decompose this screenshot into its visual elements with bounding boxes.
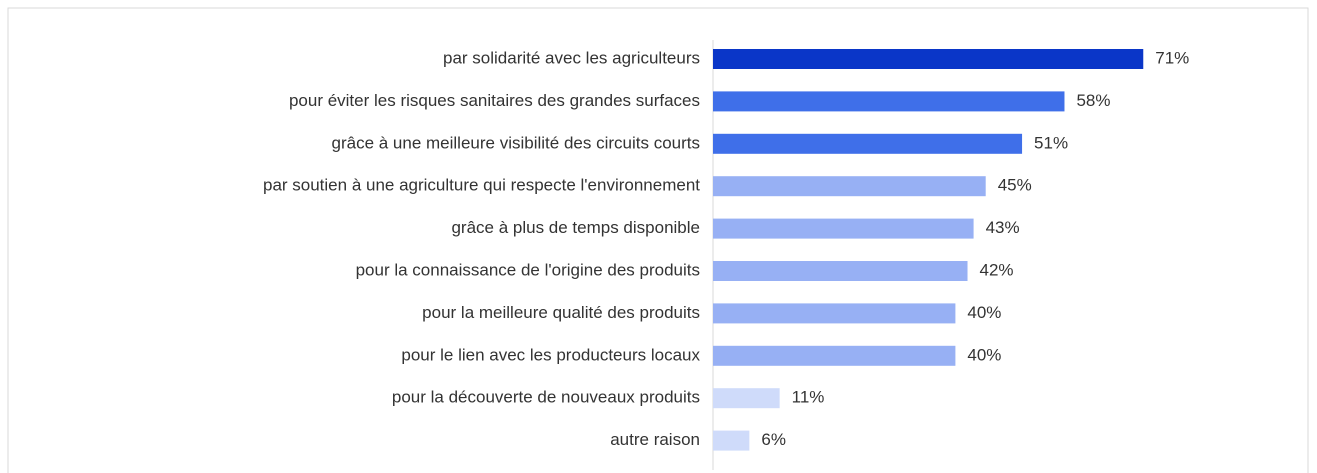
value-label: 51% (1034, 133, 1068, 152)
bar (713, 261, 968, 281)
value-label: 11% (792, 388, 825, 407)
category-label: pour la meilleure qualité des produits (422, 303, 700, 322)
value-label: 42% (980, 260, 1014, 279)
value-label: 6% (761, 430, 786, 449)
bar (713, 176, 986, 197)
value-label: 58% (1076, 91, 1110, 110)
category-label: grâce à plus de temps disponible (451, 218, 700, 237)
category-label: par solidarité avec les agriculteurs (443, 48, 700, 67)
category-label: pour le lien avec les producteurs locaux (401, 345, 700, 364)
category-label: autre raison (610, 430, 700, 449)
value-label: 71% (1155, 48, 1189, 67)
bar (713, 49, 1144, 69)
value-label: 40% (967, 345, 1001, 364)
chart-border (7, 7, 1309, 473)
bar (713, 430, 750, 451)
value-label: 45% (998, 176, 1032, 195)
category-label: par soutien à une agriculture qui respec… (263, 176, 700, 195)
bar (713, 91, 1065, 112)
bar (713, 133, 1023, 154)
value-label: 43% (986, 218, 1020, 237)
category-label: pour éviter les risques sanitaires des g… (289, 91, 700, 110)
category-label: pour la découverte de nouveaux produits (392, 388, 700, 407)
category-label: pour la connaissance de l'origine des pr… (356, 260, 700, 279)
bar (713, 303, 956, 324)
bar (713, 388, 780, 409)
bar (713, 218, 974, 239)
bar (713, 345, 956, 366)
category-label: grâce à une meilleure visibilité des cir… (332, 133, 701, 152)
value-label: 40% (967, 303, 1001, 322)
